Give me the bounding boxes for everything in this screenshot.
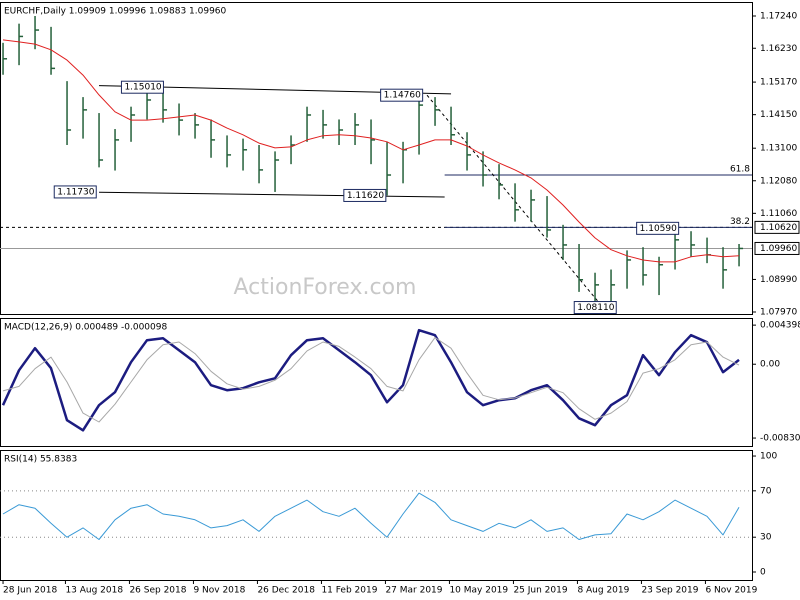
y-tick-label: 1.16230 (760, 44, 797, 54)
x-tick-label: 11 Feb 2019 (321, 586, 377, 596)
annotation-label: 1.08110 (577, 303, 614, 313)
y-tick-label: 100 (760, 452, 777, 462)
annotation-label: 1.10590 (640, 224, 677, 234)
y-tick-label: 1.14150 (760, 110, 797, 120)
y-tick-label: 0.004398 (760, 321, 800, 331)
annotation-box (636, 221, 680, 235)
y-tick-label: 0.00 (760, 360, 780, 370)
x-tick-label: 8 Aug 2019 (577, 586, 629, 596)
annotation-box (380, 88, 424, 102)
level-box (754, 220, 800, 234)
x-tick-label: 25 Jun 2019 (513, 586, 567, 596)
y-tick-label: -0.008306 (760, 434, 800, 444)
annotation-box (120, 80, 164, 94)
y-tick-label: 1.08990 (760, 275, 797, 285)
y-tick-label: 1.12080 (760, 176, 797, 186)
annotation-box (573, 301, 617, 315)
x-tick-label: 9 Nov 2018 (193, 586, 245, 596)
series-line (2, 337, 740, 423)
y-tick-label: 0 (760, 567, 766, 577)
series-line (2, 492, 740, 540)
x-tick-label: 23 Sep 2019 (641, 586, 698, 596)
trendline (426, 94, 604, 308)
level-label: 1.09960 (760, 244, 797, 254)
y-tick-label: 1.11060 (760, 209, 797, 219)
panel-title: RSI(14) 55.8383 (4, 455, 77, 465)
watermark: ActionForex.com (234, 275, 417, 300)
panel-title: EURCHF,Daily 1.09909 1.09996 1.09883 1.0… (4, 7, 227, 17)
x-tick-label: 6 Nov 2019 (705, 586, 757, 596)
annotation-label: 1.11730 (57, 187, 94, 197)
series-line (1, 328, 740, 432)
level-box (754, 241, 800, 255)
y-tick-label: 30 (760, 533, 772, 543)
y-tick-label: 70 (760, 486, 772, 496)
y-tick-label: 1.13100 (760, 144, 797, 154)
annotation-box (53, 185, 97, 199)
x-tick-label: 27 Mar 2019 (385, 586, 442, 596)
x-tick-label: 10 May 2019 (449, 586, 508, 596)
x-tick-label: 26 Sep 2018 (129, 586, 186, 596)
y-tick-label: 1.15170 (760, 78, 797, 88)
y-tick-label: 1.17240 (760, 12, 797, 22)
annotation-box (343, 188, 387, 202)
panel-title: MACD(12,26,9) 0.000489 -0.000098 (4, 323, 167, 333)
fib-label: 61.8 (730, 165, 750, 175)
series-line (2, 39, 740, 263)
panel-frame (0, 450, 753, 581)
level-label: 1.10620 (760, 223, 797, 233)
annotation-label: 1.15010 (124, 83, 161, 93)
panel-frame (0, 318, 753, 447)
fib-label: 38.2 (730, 217, 750, 227)
x-tick-label: 28 Jun 2018 (3, 586, 57, 596)
annotation-label: 1.14760 (384, 91, 421, 101)
y-tick-label: 1.07970 (760, 308, 797, 318)
x-tick-label: 26 Dec 2018 (257, 586, 315, 596)
annotation-label: 1.11620 (347, 191, 384, 201)
x-tick-label: 13 Aug 2018 (65, 586, 123, 596)
panel-frame (0, 2, 753, 315)
trendline (99, 191, 445, 198)
